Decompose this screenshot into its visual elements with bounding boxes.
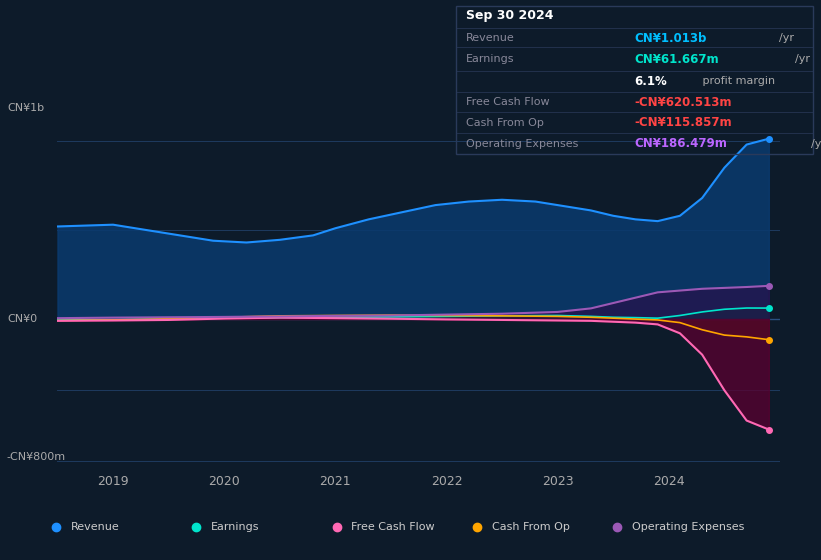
Text: Free Cash Flow: Free Cash Flow bbox=[466, 97, 550, 107]
Text: Revenue: Revenue bbox=[466, 33, 515, 43]
Text: profit margin: profit margin bbox=[699, 76, 775, 86]
Text: Sep 30 2024: Sep 30 2024 bbox=[466, 10, 554, 22]
Text: -CN¥115.857m: -CN¥115.857m bbox=[635, 116, 732, 129]
Text: Operating Expenses: Operating Expenses bbox=[632, 522, 745, 531]
Text: /yr: /yr bbox=[779, 33, 794, 43]
Text: CN¥1b: CN¥1b bbox=[7, 103, 44, 113]
Text: Cash From Op: Cash From Op bbox=[492, 522, 570, 531]
Text: 6.1%: 6.1% bbox=[635, 75, 667, 88]
Text: -CN¥620.513m: -CN¥620.513m bbox=[635, 96, 732, 109]
Text: Cash From Op: Cash From Op bbox=[466, 118, 544, 128]
Text: CN¥186.479m: CN¥186.479m bbox=[635, 137, 727, 150]
Text: Free Cash Flow: Free Cash Flow bbox=[351, 522, 435, 531]
Text: CN¥0: CN¥0 bbox=[7, 314, 37, 324]
Text: Earnings: Earnings bbox=[466, 54, 515, 64]
Text: /yr: /yr bbox=[811, 139, 821, 148]
Text: Earnings: Earnings bbox=[211, 522, 259, 531]
Text: -CN¥800m: -CN¥800m bbox=[7, 451, 66, 461]
Text: CN¥1.013b: CN¥1.013b bbox=[635, 32, 707, 45]
Text: Operating Expenses: Operating Expenses bbox=[466, 139, 579, 148]
Text: Revenue: Revenue bbox=[71, 522, 119, 531]
Text: CN¥61.667m: CN¥61.667m bbox=[635, 53, 719, 66]
Text: /yr: /yr bbox=[795, 54, 810, 64]
